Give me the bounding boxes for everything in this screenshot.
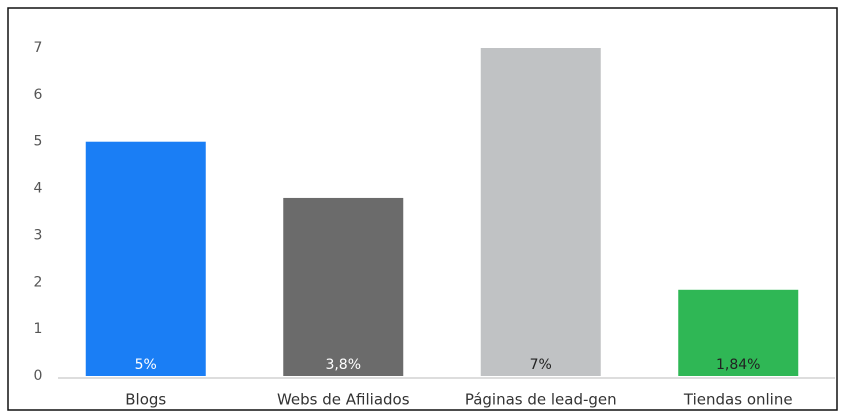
x-tick-label: Blogs	[125, 391, 166, 409]
y-tick-label: 1	[34, 321, 43, 337]
y-tick-label: 7	[34, 40, 43, 56]
y-tick-label: 0	[34, 368, 43, 384]
value-label: 7%	[530, 357, 552, 373]
y-tick-label: 4	[34, 181, 43, 197]
x-tick-label: Tiendas online	[683, 391, 793, 409]
value-label: 3,8%	[325, 357, 361, 373]
value-label: 1,84%	[716, 357, 760, 373]
y-tick-label: 6	[34, 87, 43, 103]
bar	[283, 197, 404, 376]
x-tick-label: Webs de Afiliados	[277, 391, 410, 409]
y-tick-label: 2	[34, 274, 43, 290]
y-tick-label: 5	[34, 134, 43, 150]
bar	[85, 141, 206, 376]
bar	[678, 289, 799, 376]
y-tick-label: 3	[34, 227, 43, 243]
value-label: 5%	[135, 357, 157, 373]
x-tick-label: Páginas de lead-gen	[465, 391, 617, 409]
bar	[480, 48, 601, 376]
